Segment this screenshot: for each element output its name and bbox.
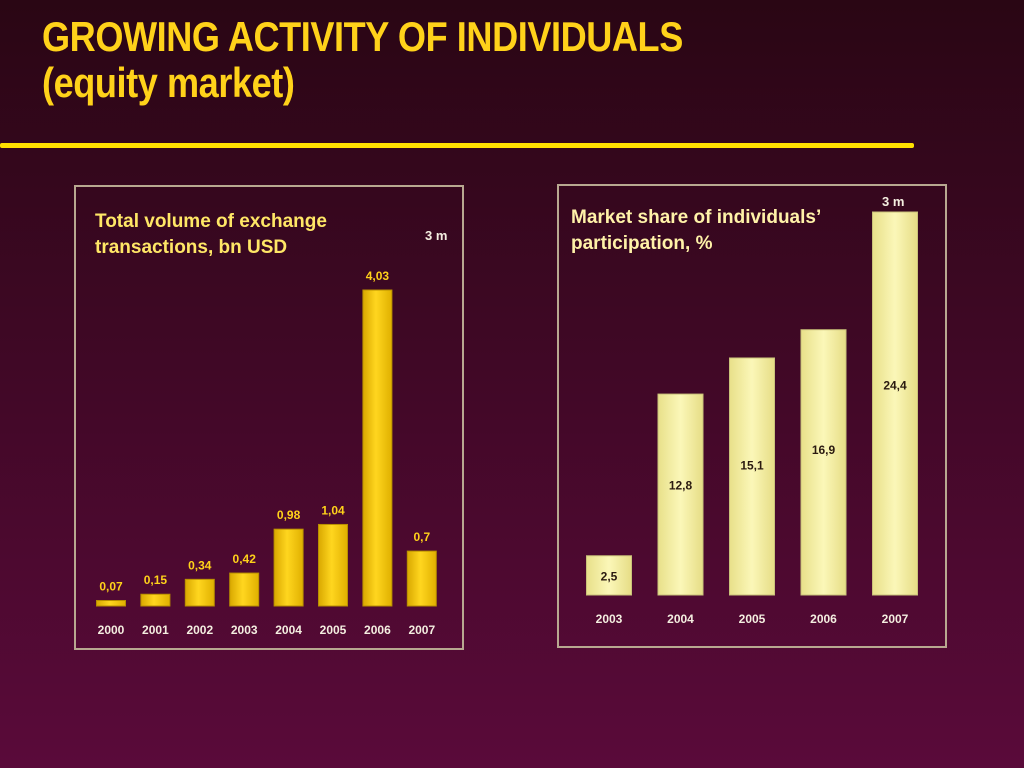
share-tick-label-2005: 2005 [739,612,766,626]
volume-tick-label-2007: 2007 [408,623,435,637]
share-tick-label-2004: 2004 [667,612,694,626]
volume-bar-2007 [406,550,437,607]
volume-data-label-2004: 0,98 [277,508,301,522]
share-tick-label-2006: 2006 [810,612,837,626]
volume-data-label-2006: 4,03 [366,269,390,283]
share-chart-title-line2: participation, % [571,233,713,254]
share-chart-svg: 2,5 2003 12,8 2004 15,1 2005 16,9 2006 24,4 2007 [586,211,918,626]
share-data-label-2003: 2,5 [601,569,618,583]
volume-data-label-2003: 0,42 [233,552,257,566]
volume-tick-label-2004: 2004 [275,623,302,637]
volume-tick-label-2005: 2005 [320,623,347,637]
share-data-label-2005: 15,1 [740,459,764,473]
share-bar-2003 [586,555,632,596]
volume-data-label-2007: 0,7 [413,530,430,544]
volume-bar-2002 [184,578,215,607]
volume-bar-2003 [229,572,260,607]
slide-title: GROWING ACTIVITY OF INDIVIDUALS (equity … [42,14,683,106]
volume-data-label-2002: 0,34 [188,558,212,572]
volume-tick-label-2002: 2002 [186,623,213,637]
slide-title-line2: (equity market) [42,59,295,106]
slide-title-line1: GROWING ACTIVITY OF INDIVIDUALS [42,13,683,60]
volume-chart-svg: 0,07 2000 0,15 2001 0,34 2002 0,42 2003 0,98 2004… [96,269,437,637]
share-chart-title-line1: Market share of individuals’ [571,207,822,228]
volume-tick-label-2006: 2006 [364,623,391,637]
volume-chart-title-line2: transactions, bn USD [95,237,288,258]
share-chart-note: 3 m [882,194,905,209]
share-data-label-2006: 16,9 [812,443,836,457]
volume-bar-2001 [140,593,171,607]
volume-chart-title-line1: Total volume of exchange [95,211,327,232]
volume-tick-label-2000: 2000 [98,623,125,637]
volume-chart-panel: Total volume of exchange transactions, b… [74,185,464,650]
volume-data-label-2000: 0,07 [99,580,123,594]
share-bar-2005 [729,357,775,596]
share-tick-label-2003: 2003 [596,612,623,626]
share-tick-label-2007: 2007 [882,612,909,626]
share-data-label-2007: 24,4 [883,378,907,392]
share-bar-2006 [800,329,847,596]
volume-bar-2004 [273,528,304,607]
volume-chart-title: Total volume of exchange transactions, b… [95,209,327,261]
share-chart-panel: Market share of individuals’ participati… [557,184,947,648]
share-bar-2007 [872,211,918,596]
volume-data-label-2001: 0,15 [144,573,168,587]
share-chart-title: Market share of individuals’ participati… [571,205,821,257]
share-data-label-2004: 12,8 [669,478,693,492]
volume-data-label-2005: 1,04 [321,503,345,517]
title-underline [0,143,914,148]
share-bar-2004 [657,393,704,596]
volume-chart-note: 3 m [425,228,448,243]
volume-tick-label-2003: 2003 [231,623,258,637]
volume-bar-2000 [96,600,126,607]
volume-bar-2006 [362,289,393,607]
volume-tick-label-2001: 2001 [142,623,169,637]
volume-bar-2005 [318,523,348,607]
